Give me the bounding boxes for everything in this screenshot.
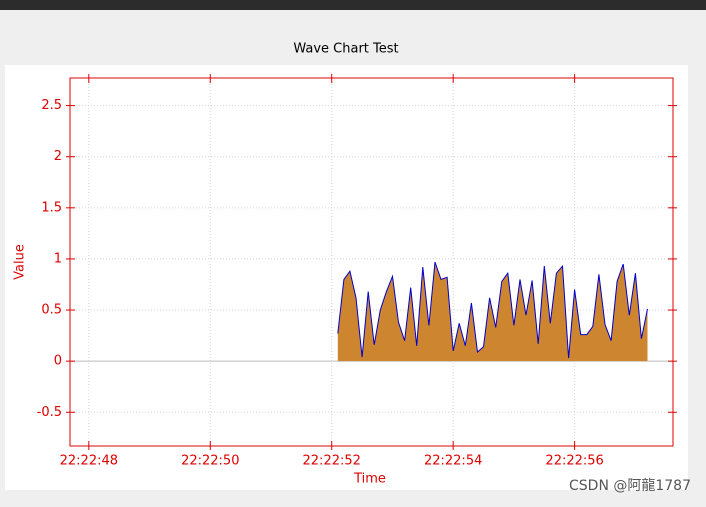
watermark: CSDN @阿龍1787 <box>569 477 691 494</box>
y-tick-label: 2.5 <box>41 98 62 113</box>
y-tick-label: 1 <box>54 251 62 266</box>
x-tick-label: 22:22:54 <box>424 454 482 469</box>
y-tick-label: -0.5 <box>37 405 62 420</box>
window-bar <box>0 0 706 10</box>
x-tick-label: 22:22:52 <box>303 454 361 469</box>
x-tick-label: 22:22:56 <box>545 454 603 469</box>
area-fill <box>337 262 648 362</box>
y-tick-label: 2 <box>54 149 62 164</box>
y-tick-label: 0 <box>54 354 62 369</box>
x-tick-label: 22:22:48 <box>60 454 118 469</box>
x-axis-label: Time <box>353 472 386 487</box>
area-line <box>337 261 648 359</box>
y-axis-label: Value <box>13 244 28 280</box>
y-tick-label: 0.5 <box>41 303 62 318</box>
x-tick-label: 22:22:50 <box>181 454 239 469</box>
plot-frame <box>69 77 674 447</box>
chart-title: Wave Chart Test <box>293 42 398 57</box>
y-tick-label: 1.5 <box>41 200 62 215</box>
